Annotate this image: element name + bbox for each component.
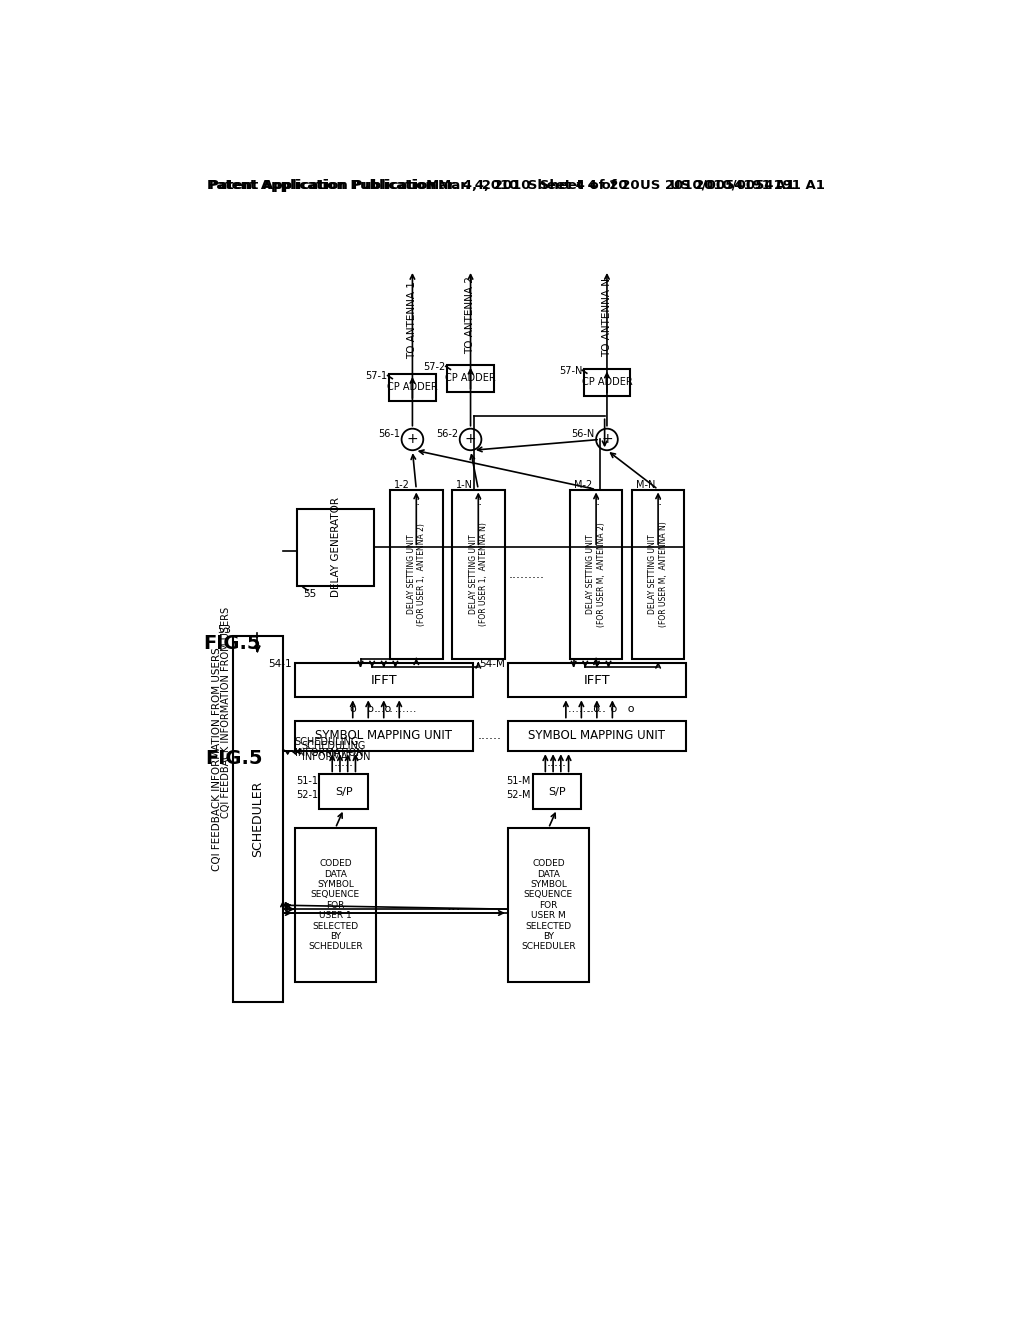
Text: .....: ..... [334,756,354,770]
Text: S/P: S/P [335,787,352,797]
Text: 52-M: 52-M [507,789,531,800]
Text: DELAY SETTING UNIT
(FOR USER 1,  ANTENNA N): DELAY SETTING UNIT (FOR USER 1, ANTENNA … [469,523,488,626]
Bar [295,829,376,982]
Text: TO ANTENNA 1: TO ANTENNA 1 [408,281,418,359]
Text: 57-N: 57-N [559,366,583,375]
Text: 53: 53 [217,624,231,635]
Bar [569,490,623,659]
Text: CODED
DATA
SYMBOL
SEQUENCE
FOR
USER M
SELECTED
BY
SCHEDULER: CODED DATA SYMBOL SEQUENCE FOR USER M SE… [521,859,575,952]
Bar [319,775,369,809]
Text: 55: 55 [303,589,316,599]
Text: Mar. 4, 2010  Sheet 4 of 20: Mar. 4, 2010 Sheet 4 of 20 [438,178,640,191]
Text: 57-2: 57-2 [424,362,445,372]
Text: CQI FEEDBACK INFORMATION FROM USERS: CQI FEEDBACK INFORMATION FROM USERS [221,607,231,818]
Text: DELAY GENERATOR: DELAY GENERATOR [331,498,341,597]
Text: IFFT: IFFT [371,673,397,686]
Text: :: : [596,495,600,508]
Text: Mar. 4, 2010  Sheet 4 of 20: Mar. 4, 2010 Sheet 4 of 20 [426,178,628,191]
Text: 51-1: 51-1 [296,776,317,785]
Bar [632,490,684,659]
Text: 56-N: 56-N [571,429,595,438]
Bar [508,663,686,697]
Text: S/P: S/P [548,787,566,797]
Text: M-2: M-2 [573,480,592,490]
Text: :: : [416,495,420,508]
Bar [295,721,473,751]
Text: 51-M: 51-M [507,776,531,785]
Bar [390,490,442,659]
Text: SCHEDULER: SCHEDULER [251,780,264,857]
Text: +: + [407,433,418,446]
Text: o   o   o ......: o o o ...... [350,704,417,714]
Bar [508,829,589,982]
Text: ...... o   o   o: ...... o o o [567,704,634,714]
Text: SCHEDULING
INFORMATION: SCHEDULING INFORMATION [295,737,364,758]
Text: CODED
DATA
SYMBOL
SEQUENCE
FOR
USER 1
SELECTED
BY
SCHEDULER: CODED DATA SYMBOL SEQUENCE FOR USER 1 SE… [308,859,362,952]
Text: .....: ..... [587,702,607,715]
Text: DELAY SETTING UNIT
(FOR USER M,  ANTENNA N): DELAY SETTING UNIT (FOR USER M, ANTENNA … [648,521,668,627]
Text: DELAY SETTING UNIT
(FOR USER M,  ANTENNA 2): DELAY SETTING UNIT (FOR USER M, ANTENNA … [587,521,606,627]
Text: 56-1: 56-1 [378,429,400,438]
Text: +: + [465,433,476,446]
Bar [532,775,582,809]
Text: 54-1: 54-1 [268,659,292,669]
Bar [447,364,494,392]
Text: 1-2: 1-2 [394,480,410,490]
Text: FIG.5: FIG.5 [206,750,263,768]
Text: CP ADDER: CP ADDER [445,374,496,383]
Text: +: + [601,433,612,446]
Text: .........: ......... [509,568,545,581]
Bar [584,368,630,396]
Bar [508,721,686,751]
Text: DELAY SETTING UNIT
(FOR USER 1,  ANTENNA 2): DELAY SETTING UNIT (FOR USER 1, ANTENNA … [407,523,426,626]
Text: Patent Application Publication: Patent Application Publication [209,178,437,191]
Bar [389,374,435,401]
Text: US 2010/0054191 A1: US 2010/0054191 A1 [640,178,795,191]
Text: 54-M: 54-M [479,659,506,669]
Text: US 2010/0054191 A1: US 2010/0054191 A1 [671,178,825,191]
Text: CQI FEEDBACK INFORMATION FROM USERS: CQI FEEDBACK INFORMATION FROM USERS [212,647,222,871]
Text: ...: ... [446,898,461,913]
Text: IFFT: IFFT [584,673,610,686]
Text: SYMBOL MAPPING UNIT: SYMBOL MAPPING UNIT [528,730,666,742]
Text: :: : [478,495,482,508]
Text: CP ADDER: CP ADDER [387,383,438,392]
Text: FIG.5: FIG.5 [203,634,261,653]
Text: TO ANTENNA 2: TO ANTENNA 2 [466,277,475,354]
Text: 57-1: 57-1 [366,371,388,381]
Text: M-N: M-N [636,480,655,490]
Text: .....: ..... [547,756,567,770]
Text: CP ADDER: CP ADDER [582,378,633,387]
Bar [452,490,505,659]
Text: 56-2: 56-2 [436,429,458,438]
Bar [295,663,473,697]
Text: .....: ..... [374,702,394,715]
Text: SYMBOL MAPPING UNIT: SYMBOL MAPPING UNIT [315,730,453,742]
Text: :: : [657,495,662,508]
Text: TO ANTENNA N: TO ANTENNA N [602,279,612,356]
Bar [232,636,283,1002]
Text: 1-N: 1-N [456,480,473,490]
Text: SCHEDULING
INFORMATION: SCHEDULING INFORMATION [302,741,370,762]
Bar [297,508,375,586]
Text: Patent Application Publication: Patent Application Publication [207,178,435,191]
Text: 52-1: 52-1 [296,789,317,800]
Text: ......: ...... [478,730,502,742]
